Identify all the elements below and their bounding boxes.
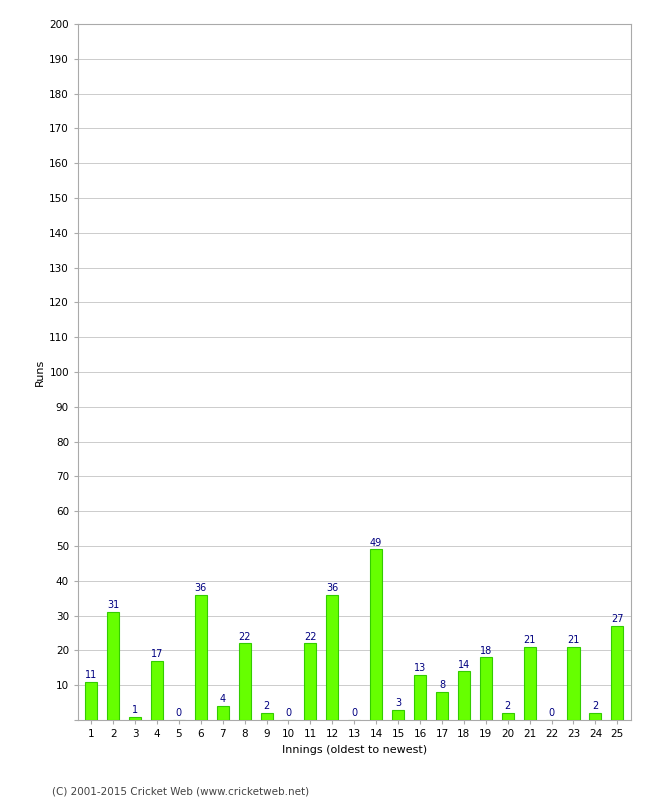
Text: 3: 3 [395,698,401,708]
Text: 27: 27 [611,614,623,624]
Text: 2: 2 [504,702,511,711]
Bar [611,626,623,720]
Bar [370,550,382,720]
Text: 0: 0 [549,708,554,718]
Text: 0: 0 [285,708,292,718]
Text: 8: 8 [439,681,445,690]
Bar [567,647,580,720]
Text: 0: 0 [351,708,358,718]
Bar [326,594,339,720]
Text: 36: 36 [326,583,339,593]
Bar [480,658,492,720]
Text: 18: 18 [480,646,492,656]
Text: 11: 11 [85,670,98,680]
Text: 0: 0 [176,708,182,718]
Text: 14: 14 [458,659,470,670]
Bar [502,713,514,720]
Text: 13: 13 [414,663,426,673]
Y-axis label: Runs: Runs [35,358,45,386]
Text: 2: 2 [263,702,270,711]
Bar [239,643,251,720]
Bar [261,713,272,720]
Text: 17: 17 [151,649,163,659]
Text: 21: 21 [567,635,580,645]
Text: 4: 4 [220,694,226,704]
Bar [590,713,601,720]
Bar [129,717,141,720]
Bar [195,594,207,720]
Bar [524,647,536,720]
Bar [304,643,317,720]
X-axis label: Innings (oldest to newest): Innings (oldest to newest) [281,745,427,754]
Bar [414,674,426,720]
Text: 2: 2 [592,702,599,711]
Text: (C) 2001-2015 Cricket Web (www.cricketweb.net): (C) 2001-2015 Cricket Web (www.cricketwe… [52,786,309,796]
Bar [85,682,98,720]
Text: 21: 21 [523,635,536,645]
Bar [458,671,470,720]
Text: 49: 49 [370,538,382,548]
Text: 22: 22 [304,632,317,642]
Bar [107,612,119,720]
Bar [151,661,163,720]
Text: 36: 36 [194,583,207,593]
Text: 22: 22 [239,632,251,642]
Bar [392,710,404,720]
Bar [216,706,229,720]
Text: 31: 31 [107,600,119,610]
Bar [436,692,448,720]
Text: 1: 1 [132,705,138,714]
